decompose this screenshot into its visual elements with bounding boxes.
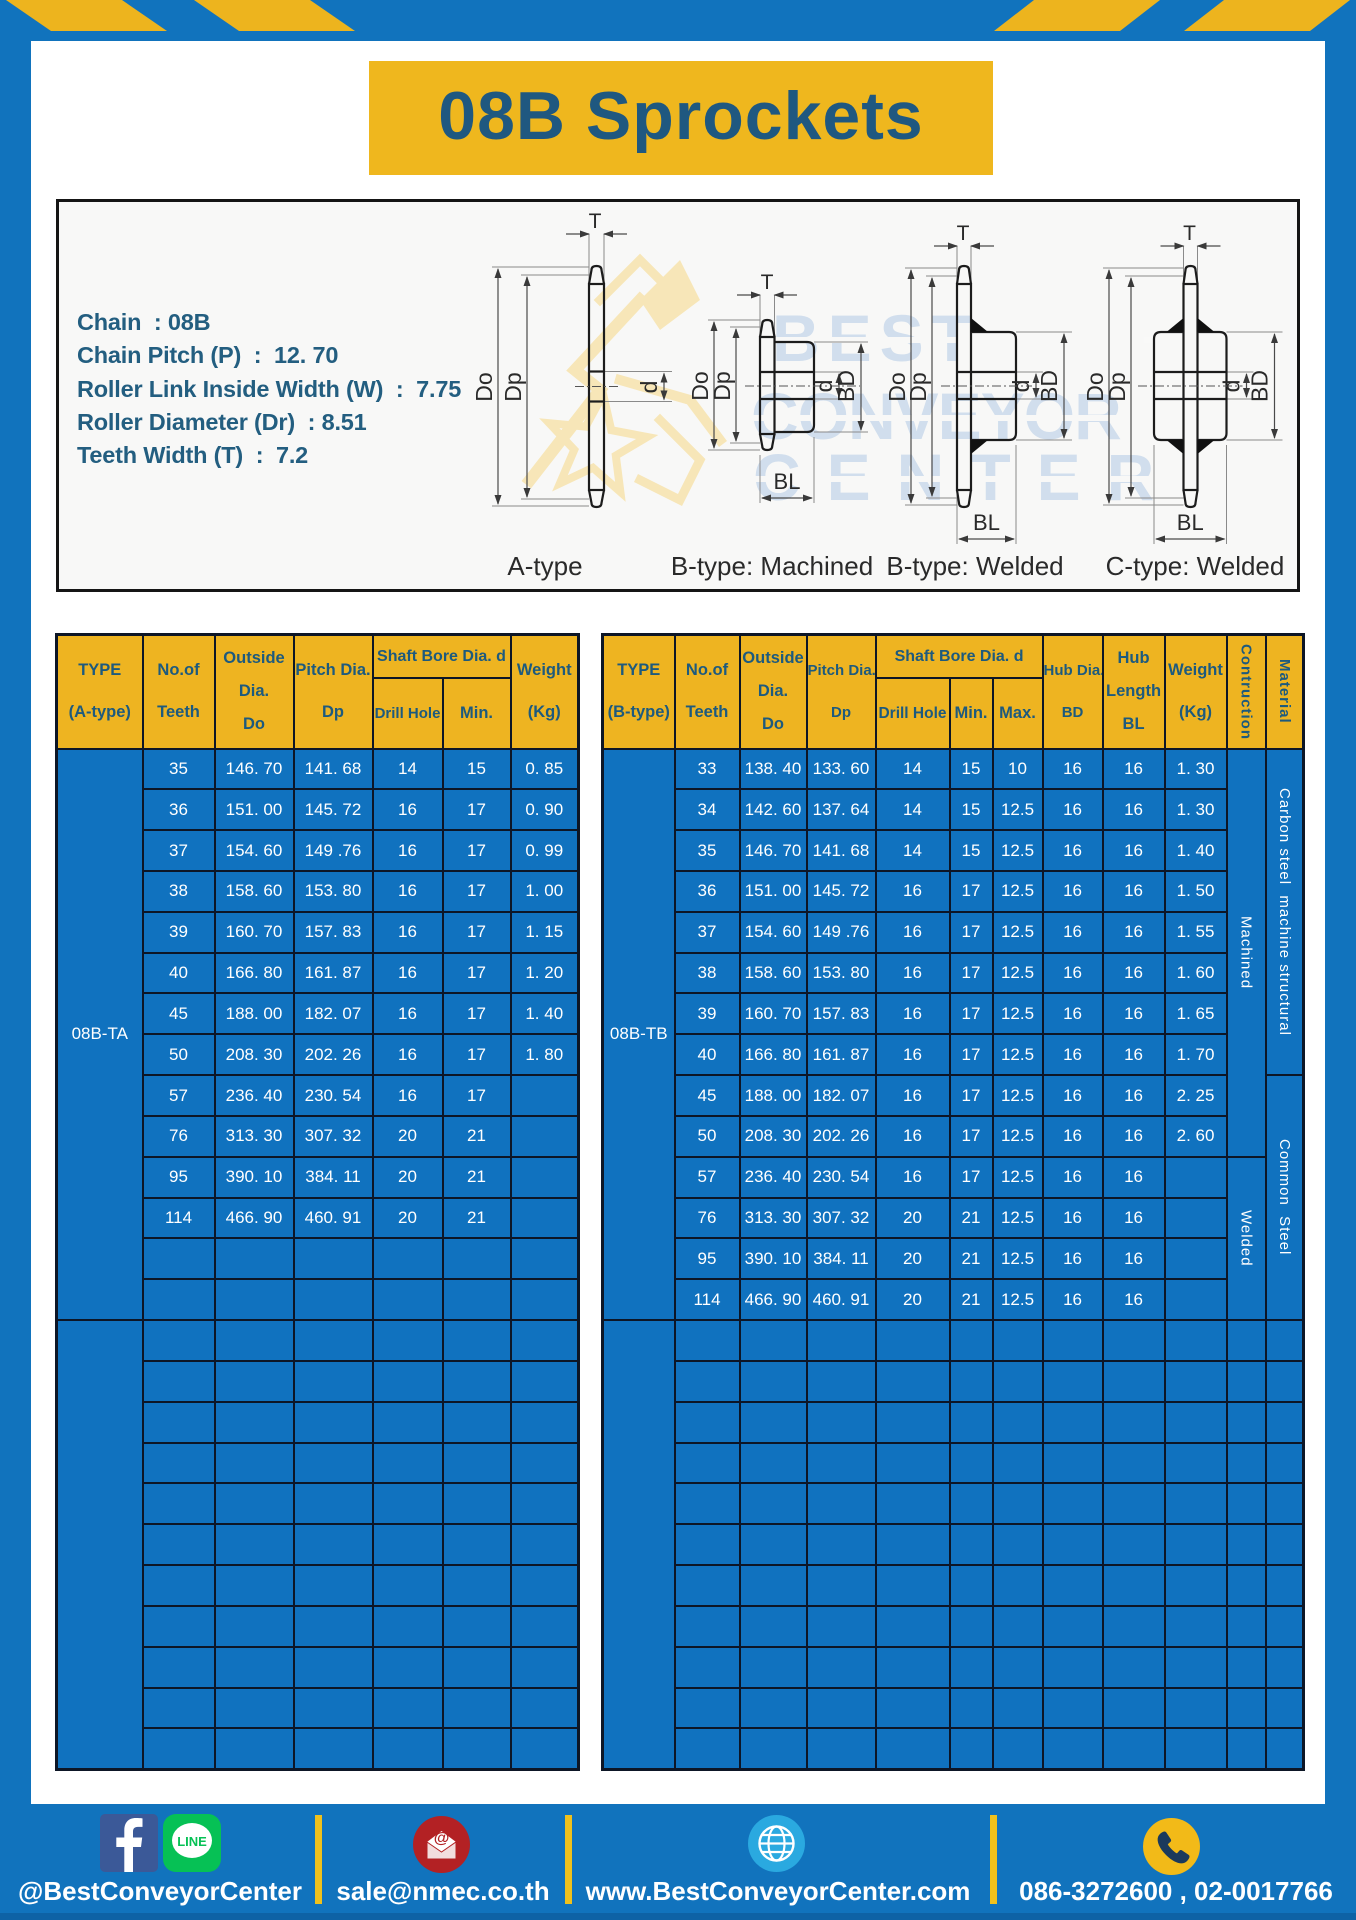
svg-text:Do: Do — [884, 372, 910, 401]
svg-text:Dp: Dp — [500, 372, 526, 401]
svg-text:d: d — [811, 380, 837, 393]
svg-text:Do: Do — [1082, 372, 1108, 401]
svg-text:Dp: Dp — [905, 372, 931, 401]
svg-text:@: @ — [434, 1830, 450, 1847]
svg-text:BD: BD — [833, 370, 859, 402]
svg-text:BD: BD — [1247, 370, 1273, 402]
svg-text:B-type: Machined: B-type: Machined — [671, 551, 873, 581]
svg-text:BL: BL — [1177, 510, 1204, 535]
svg-text:Dp: Dp — [1104, 372, 1130, 401]
svg-text:T: T — [589, 210, 602, 233]
svg-text:T: T — [761, 271, 774, 294]
svg-text:C-type: Welded: C-type: Welded — [1106, 551, 1285, 581]
svg-text:BL: BL — [774, 469, 801, 494]
svg-text:Dp: Dp — [709, 371, 735, 400]
svg-text:A-type: A-type — [507, 551, 582, 581]
svg-text:B-type: Welded: B-type: Welded — [886, 551, 1063, 581]
svg-text:Do: Do — [471, 372, 497, 401]
svg-text:T: T — [957, 222, 970, 245]
svg-text:T: T — [1183, 222, 1196, 245]
svg-text:d: d — [1219, 380, 1245, 393]
svg-text:Do: Do — [687, 371, 713, 400]
svg-text:LINE: LINE — [177, 1834, 207, 1849]
svg-text:BD: BD — [1036, 370, 1062, 402]
svg-text:d: d — [1008, 380, 1034, 393]
svg-text:BL: BL — [973, 510, 1000, 535]
svg-text:d: d — [636, 381, 662, 394]
